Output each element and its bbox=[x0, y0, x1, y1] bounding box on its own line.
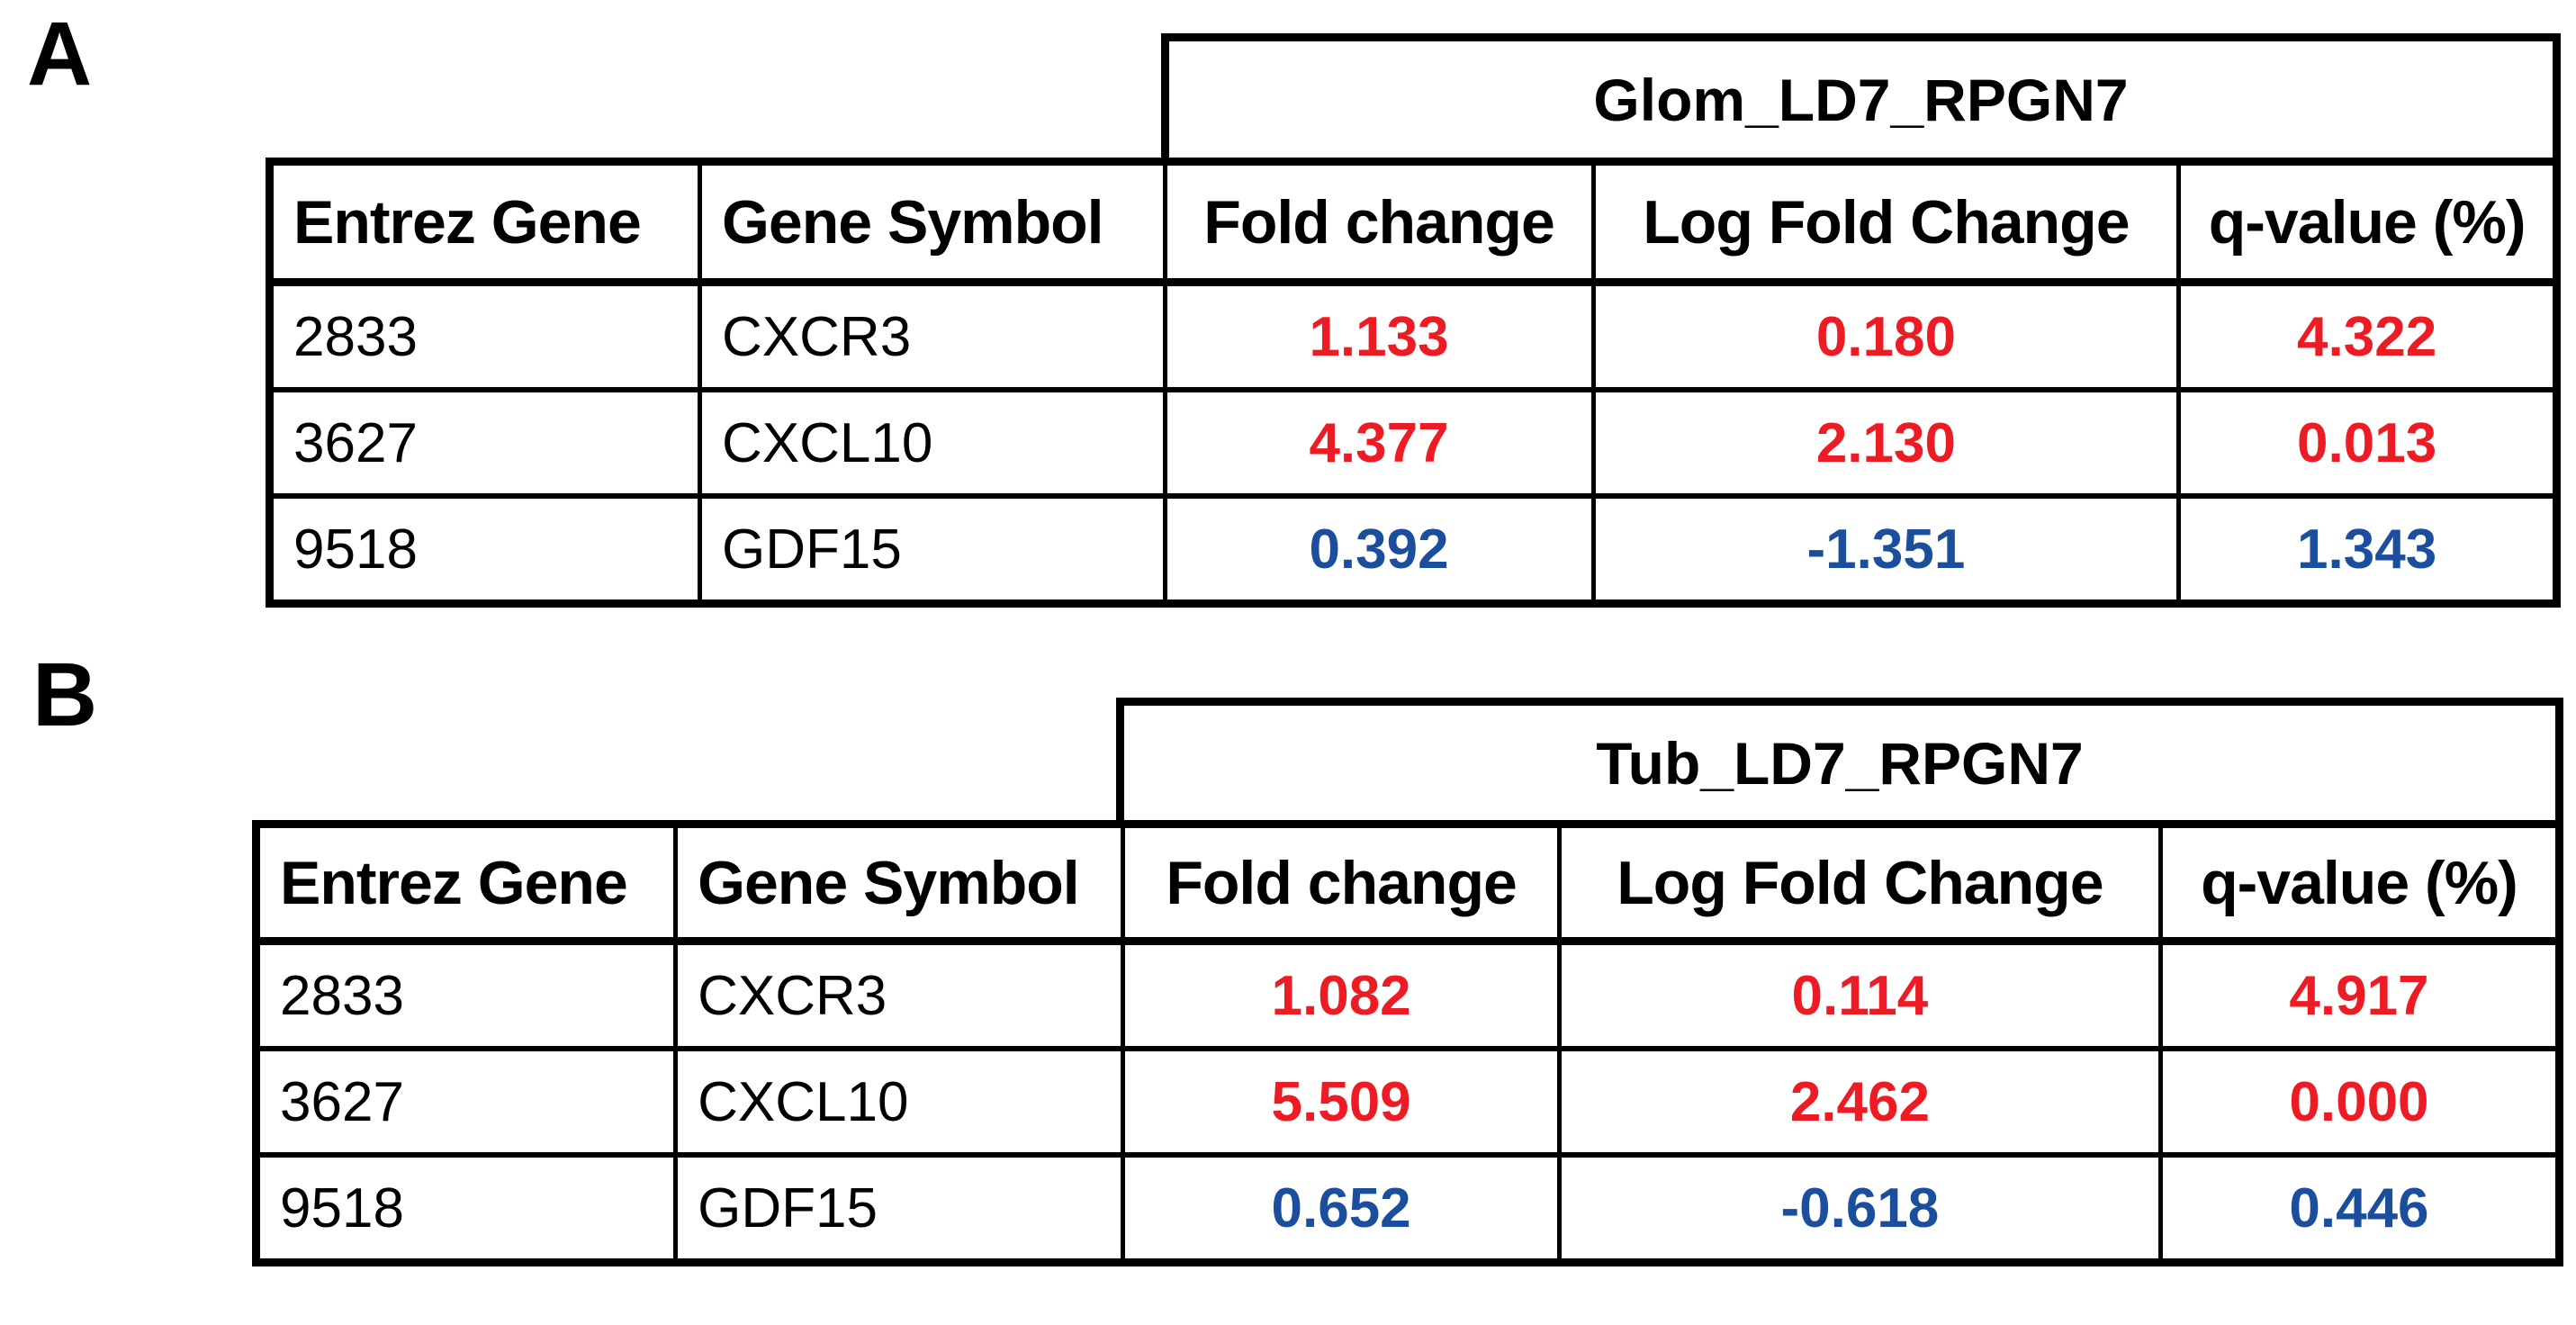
cell-log-fold-change: 2.462 bbox=[1561, 1051, 2163, 1158]
cell-entrez-gene: 3627 bbox=[274, 392, 703, 499]
cell-entrez-gene: 9518 bbox=[260, 1158, 679, 1258]
cell-fold-change: 5.509 bbox=[1125, 1051, 1562, 1158]
column-header-fold-change: Fold change bbox=[1125, 828, 1562, 945]
cell-log-fold-change: 0.114 bbox=[1561, 945, 2163, 1051]
cell-fold-change: 4.377 bbox=[1166, 392, 1596, 499]
column-header-q-value: q-value (%) bbox=[2181, 166, 2553, 286]
column-header-log-fold-change: Log Fold Change bbox=[1595, 166, 2182, 286]
cell-fold-change: 0.652 bbox=[1125, 1158, 1562, 1258]
panel-a-label: A bbox=[27, 4, 93, 104]
cell-log-fold-change: 2.130 bbox=[1595, 392, 2182, 499]
cell-log-fold-change: -1.351 bbox=[1596, 499, 2182, 599]
cell-log-fold-change: -0.618 bbox=[1562, 1158, 2163, 1258]
column-header-log-fold-change: Log Fold Change bbox=[1561, 828, 2163, 945]
cell-gene-symbol: GDF15 bbox=[702, 499, 1167, 599]
cell-entrez-gene: 2833 bbox=[260, 945, 679, 1051]
column-header-q-value: q-value (%) bbox=[2162, 828, 2555, 945]
cell-fold-change: 1.082 bbox=[1125, 945, 1562, 1051]
cell-q-value: 0.000 bbox=[2162, 1051, 2555, 1158]
column-header-fold-change: Fold change bbox=[1166, 166, 1596, 286]
cell-entrez-gene: 9518 bbox=[274, 499, 703, 599]
glom-table-grid: Entrez Gene Gene Symbol Fold change Log … bbox=[266, 158, 2561, 608]
cell-gene-symbol: CXCR3 bbox=[678, 945, 1126, 1051]
column-header-gene-symbol: Gene Symbol bbox=[702, 166, 1167, 286]
cell-q-value: 4.917 bbox=[2162, 945, 2555, 1051]
column-header-entrez-gene: Entrez Gene bbox=[274, 166, 703, 286]
cell-q-value: 1.343 bbox=[2297, 518, 2437, 581]
glom-table-title: Glom_LD7_RPGN7 bbox=[1161, 33, 2561, 158]
cell-entrez-gene: 3627 bbox=[260, 1051, 679, 1158]
cell-gene-symbol: CXCR3 bbox=[702, 286, 1167, 392]
cell-gene-symbol: CXCL10 bbox=[678, 1051, 1126, 1158]
cell-gene-symbol: GDF15 bbox=[678, 1158, 1126, 1258]
column-header-entrez-gene: Entrez Gene bbox=[260, 828, 679, 945]
cell-gene-symbol: CXCL10 bbox=[702, 392, 1167, 499]
cell-q-value: 4.322 bbox=[2181, 286, 2553, 392]
panel-b-label: B bbox=[32, 644, 98, 745]
cell-fold-change: 0.392 bbox=[1167, 499, 1596, 599]
cell-q-value: 0.013 bbox=[2181, 392, 2553, 499]
tub-table-title: Tub_LD7_RPGN7 bbox=[1116, 698, 2563, 820]
cell-fold-change: 1.133 bbox=[1166, 286, 1596, 392]
cell-entrez-gene: 2833 bbox=[274, 286, 703, 392]
cell-log-fold-change: 0.180 bbox=[1595, 286, 2182, 392]
column-header-gene-symbol: Gene Symbol bbox=[678, 828, 1126, 945]
cell-q-value: 0.446 bbox=[2289, 1176, 2429, 1239]
tub-table-grid: Entrez Gene Gene Symbol Fold change Log … bbox=[252, 820, 2563, 1266]
